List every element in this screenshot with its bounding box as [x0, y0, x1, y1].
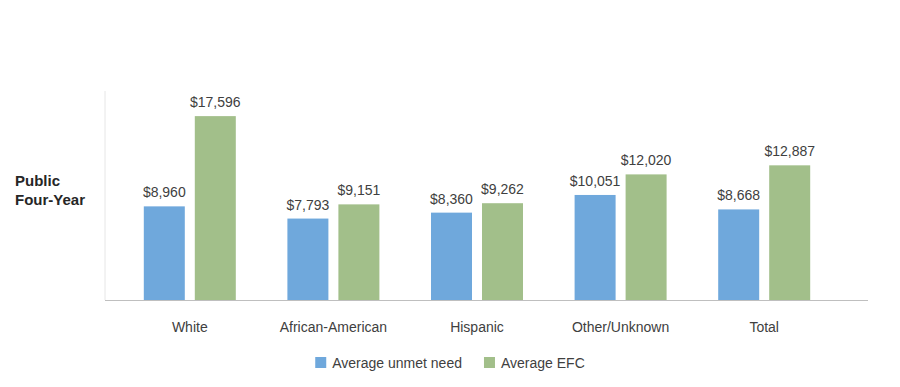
bar — [431, 213, 472, 300]
bar — [338, 204, 379, 300]
data-label: $9,262 — [481, 181, 524, 197]
data-label: $7,793 — [286, 197, 329, 213]
data-label: $10,051 — [570, 173, 621, 189]
data-labels: $8,960 $7,793 $8,360 $10,051 $8,668 $17,596 $9… — [143, 94, 815, 212]
data-label: $8,960 — [143, 184, 186, 200]
data-label: $8,668 — [717, 187, 760, 203]
bar — [195, 116, 236, 300]
bar — [144, 206, 185, 300]
bar — [482, 203, 523, 300]
y-axis-line — [105, 91, 106, 300]
legend-swatch — [484, 357, 495, 368]
legend-label: Average unmet need — [332, 355, 462, 371]
category-label: Other/Unknown — [572, 319, 669, 335]
bar — [575, 195, 616, 300]
bar — [626, 174, 667, 300]
y-label-line: Public — [15, 172, 60, 189]
category-label: Total — [749, 319, 779, 335]
category-label: Hispanic — [450, 319, 504, 335]
bars — [144, 116, 810, 300]
data-label: $8,360 — [430, 191, 473, 207]
chart: $8,960 $7,793 $8,360 $10,051 $8,668 $17,596 $9… — [0, 0, 900, 387]
bar — [718, 209, 759, 300]
category-label: African-American — [280, 319, 387, 335]
category-label: White — [172, 319, 208, 335]
y-label-line: Four-Year — [15, 191, 85, 208]
data-label: $9,151 — [337, 182, 380, 198]
y-label: Public Four-Year — [15, 172, 85, 208]
legend: Average unmet need Average EFC — [315, 355, 585, 371]
bar — [287, 219, 328, 300]
data-label: $17,596 — [190, 94, 241, 110]
bar — [769, 165, 810, 300]
data-label: $12,020 — [621, 152, 672, 168]
legend-label: Average EFC — [501, 355, 585, 371]
x-axis-line — [105, 300, 868, 301]
data-label: $12,887 — [764, 143, 815, 159]
legend-swatch — [315, 357, 326, 368]
